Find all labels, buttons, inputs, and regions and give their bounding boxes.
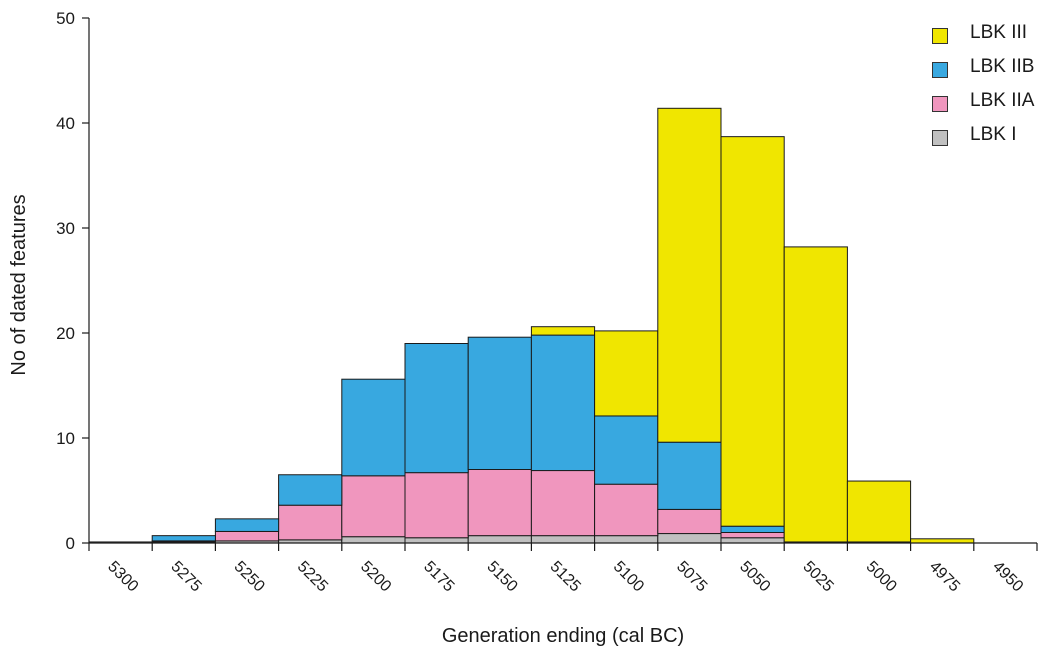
y-tick-label-20: 20 — [56, 324, 75, 343]
x-tick-label-5175: 5175 — [420, 558, 457, 595]
x-tick-label-5275: 5275 — [167, 558, 204, 595]
x-tick-label-5225: 5225 — [294, 558, 331, 595]
x-tick-label-5050: 5050 — [736, 558, 773, 595]
y-tick-label-30: 30 — [56, 219, 75, 238]
legend-label: LBK IIA — [970, 90, 1035, 111]
bar-lbk-iia-4 — [341, 475, 406, 538]
bar-lbk-iib-5 — [404, 343, 469, 474]
legend-swatch — [932, 130, 948, 146]
bar-lbk-iii-11 — [783, 246, 848, 543]
bar-layer — [88, 107, 975, 544]
y-tick-label-10: 10 — [56, 429, 75, 448]
bar-lbk-iii-13 — [910, 538, 975, 544]
legend-label: LBK III — [970, 22, 1028, 43]
bar-lbk-iib-6 — [467, 336, 532, 471]
x-tick-label-5125: 5125 — [547, 558, 584, 595]
legend-swatch — [932, 96, 948, 112]
bar-lbk-i-10 — [720, 537, 785, 544]
bar-lbk-iib-10 — [720, 525, 785, 534]
x-tick-label-5250: 5250 — [231, 558, 268, 595]
bar-lbk-iia-6 — [467, 469, 532, 537]
bar-lbk-iii-8 — [594, 330, 659, 417]
y-axis-label: No of dated features — [8, 194, 30, 375]
x-tick-label-5200: 5200 — [357, 558, 394, 595]
bar-lbk-iii-12 — [846, 480, 912, 543]
bar-lbk-iib-2 — [214, 518, 280, 532]
bar-lbk-iia-3 — [278, 504, 343, 541]
bar-lbk-iii-10 — [720, 136, 785, 527]
bar-lbk-iia-5 — [404, 472, 469, 539]
y-tick-label-50: 50 — [56, 9, 75, 28]
bar-lbk-iia-9 — [657, 508, 722, 535]
bar-lbk-iii-9 — [657, 107, 722, 443]
bar-lbk-i-6 — [467, 535, 532, 544]
legend-swatch — [932, 62, 948, 78]
x-tick-label-5025: 5025 — [799, 558, 836, 595]
x-tick-label-5300: 5300 — [104, 558, 141, 595]
bar-lbk-iib-7 — [530, 334, 596, 472]
x-tick-label-5075: 5075 — [673, 558, 710, 595]
bar-lbk-iib-9 — [657, 441, 722, 510]
legend-swatch — [932, 28, 948, 44]
legend-label: LBK IIB — [970, 56, 1035, 77]
bar-lbk-i-8 — [594, 535, 659, 544]
bar-lbk-i-5 — [404, 537, 469, 544]
x-tick-label-5100: 5100 — [610, 558, 647, 595]
bar-lbk-iii-7 — [530, 326, 596, 336]
x-tick-label-4950: 4950 — [989, 558, 1026, 595]
bar-lbk-i-9 — [657, 533, 722, 544]
x-tick-label-5150: 5150 — [483, 558, 520, 595]
bar-lbk-iia-8 — [594, 483, 659, 537]
bar-lbk-iia-10 — [720, 532, 785, 539]
bar-lbk-iib-8 — [594, 415, 659, 485]
bar-lbk-iia-7 — [530, 470, 596, 537]
y-tick-label-0: 0 — [66, 534, 75, 553]
x-tick-label-4975: 4975 — [926, 558, 963, 595]
bar-lbk-iib-4 — [341, 378, 406, 477]
x-tick-label-5000: 5000 — [863, 558, 900, 595]
bar-lbk-i-4 — [341, 536, 406, 544]
bar-lbk-iib-1 — [151, 535, 216, 542]
bar-lbk-iib-3 — [278, 474, 343, 506]
legend-label: LBK I — [970, 124, 1017, 145]
bar-lbk-iia-2 — [214, 530, 280, 542]
y-tick-label-40: 40 — [56, 114, 75, 133]
bar-lbk-i-7 — [530, 535, 596, 544]
x-axis-label: Generation ending (cal BC) — [442, 625, 684, 647]
